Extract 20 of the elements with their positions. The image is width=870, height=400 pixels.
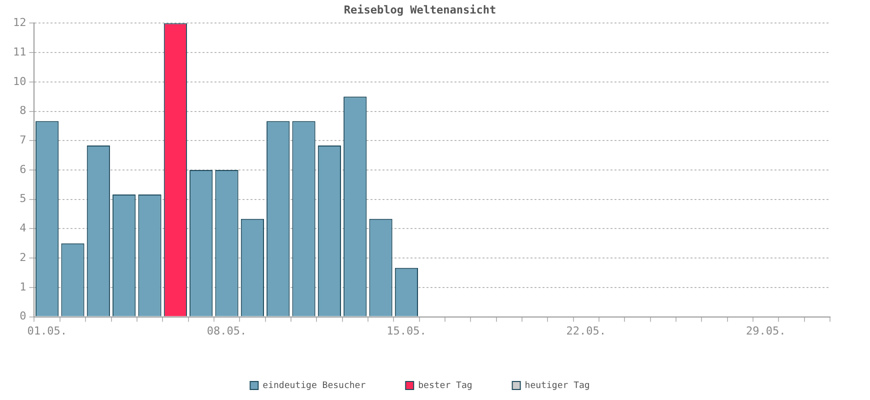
y-tick-label: 11 — [12, 45, 26, 58]
y-tick-label: 5 — [20, 192, 26, 206]
legend-label: heutiger Tag — [524, 380, 590, 391]
x-tick-label: 15.05. — [386, 324, 426, 338]
y-tick-label: 2 — [20, 250, 26, 264]
y-tick-label: 12 — [12, 16, 26, 30]
y-tick-label: 8 — [20, 104, 26, 118]
x-tick-label: 01.05. — [27, 324, 67, 338]
y-tick-label: 10 — [12, 74, 26, 88]
chart-title: Reiseblog Weltenansicht — [344, 3, 496, 16]
y-tick-label: 6 — [20, 162, 26, 176]
y-tick-label: 4 — [20, 222, 27, 235]
x-tick-label: 08.05. — [206, 324, 247, 338]
x-tick-label: 29.05. — [746, 324, 786, 338]
y-tick-label: 0 — [20, 310, 26, 323]
y-tick-label: 7 — [20, 134, 26, 146]
x-tick-label: 22.05. — [566, 324, 606, 338]
legend-label: bester Tag — [418, 380, 472, 391]
legend-label: eindeutige Besucher — [262, 380, 366, 391]
y-tick-label: 1 — [20, 280, 26, 294]
